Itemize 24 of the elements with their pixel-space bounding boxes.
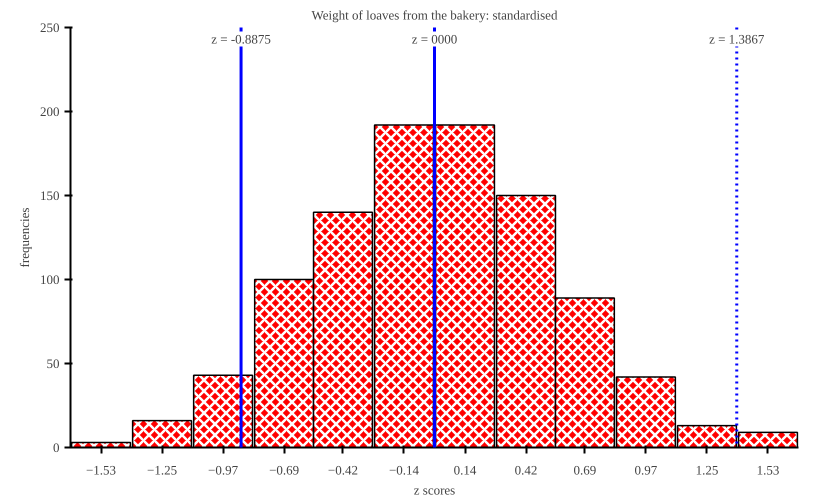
- x-tick-label: −1.25: [147, 462, 178, 478]
- x-tick-label: 1.25: [696, 462, 718, 478]
- x-tick-label: 0.42: [514, 462, 538, 478]
- x-tick-label: 0.69: [574, 462, 596, 478]
- x-tick-label: 0.14: [454, 462, 477, 478]
- y-tick-label: 50: [46, 356, 60, 371]
- x-tick-label: −0.14: [388, 462, 420, 478]
- ref-line-label: z = -0.8875: [211, 32, 271, 46]
- ref-line-label: z = 0000: [412, 32, 458, 46]
- x-tick-label: −0.69: [269, 462, 300, 478]
- x-tick-label: −1.53: [86, 462, 116, 478]
- ref-line-label: z = 1.3867: [709, 32, 765, 46]
- x-tick-label: 0.97: [634, 462, 658, 478]
- x-tick-label: −0.42: [328, 462, 358, 478]
- x-axis-title: z scores: [414, 482, 456, 498]
- y-tick-label: 150: [40, 188, 60, 203]
- x-tick-label: −0.97: [208, 462, 239, 478]
- x-tick-label: 1.53: [756, 462, 780, 478]
- chart-title: Weight of loaves from the bakery: standardised: [312, 8, 558, 22]
- y-tick-label: 100: [40, 272, 60, 287]
- y-tick-label: 250: [40, 20, 60, 35]
- y-tick-label: 200: [40, 104, 60, 119]
- y-tick-label: 0: [53, 440, 60, 455]
- y-axis-title: frequencies: [17, 208, 32, 268]
